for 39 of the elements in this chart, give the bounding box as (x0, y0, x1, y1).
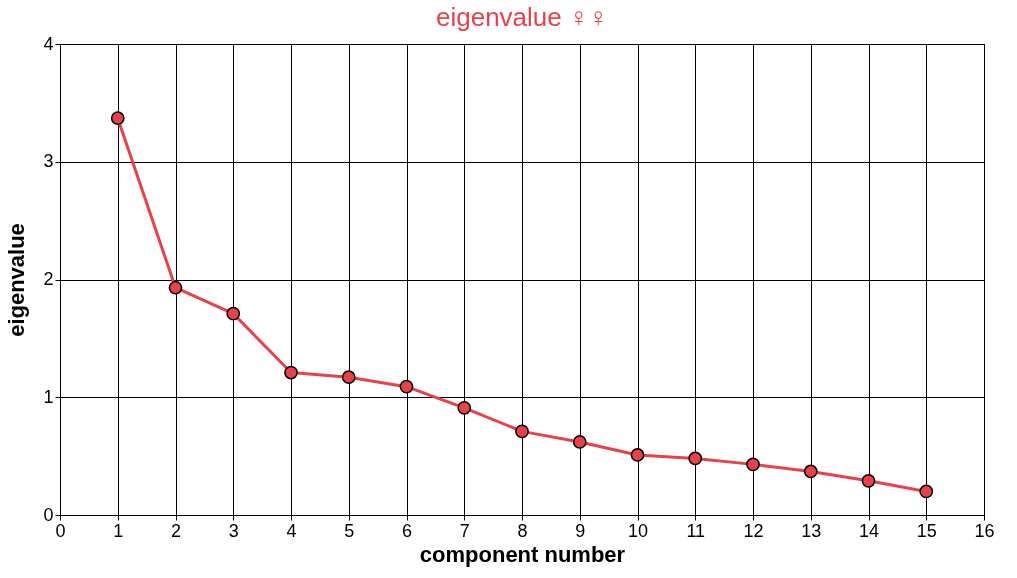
y-tick-label: 4 (43, 33, 54, 54)
point (688, 451, 703, 466)
x-tick-label: 14 (858, 520, 880, 541)
x-tick-label: 8 (517, 520, 528, 541)
point (861, 473, 876, 488)
point (399, 379, 414, 394)
x-tick-label: 2 (170, 520, 182, 541)
point (515, 424, 529, 439)
x-tick-label: 11 (686, 520, 706, 541)
point (919, 484, 934, 499)
point (746, 457, 760, 472)
point (803, 464, 818, 479)
y-tick-label: 0 (43, 504, 54, 525)
x-tick-label: 16 (974, 520, 995, 541)
x-tick-label: 3 (228, 520, 239, 541)
point (572, 435, 587, 449)
y-tick-label: 3 (43, 151, 54, 172)
point (168, 280, 183, 295)
point (341, 370, 356, 385)
point (226, 306, 241, 321)
point (110, 111, 125, 126)
x-tick-label: 5 (344, 520, 355, 541)
point (630, 448, 645, 462)
x-tick-label: 10 (627, 520, 649, 541)
x-tick-label: 4 (286, 520, 297, 541)
x-axis-title: component number (419, 541, 626, 567)
chart-title: eigenvalue ♀♀ (436, 2, 608, 32)
point (457, 400, 472, 415)
y-tick-label: 2 (43, 269, 54, 289)
x-tick-label: 15 (916, 520, 937, 541)
x-tick-label: 9 (575, 520, 586, 541)
x-tick-label: 13 (801, 520, 822, 541)
y-axis-title: eigenvalue (4, 223, 30, 337)
point (284, 365, 298, 380)
x-tick-label: 12 (743, 520, 764, 541)
x-tick-label: 6 (401, 520, 413, 541)
x-tick-label: 7 (459, 520, 470, 541)
y-tick-label: 1 (43, 386, 54, 407)
x-tick-label: 1 (113, 520, 124, 541)
